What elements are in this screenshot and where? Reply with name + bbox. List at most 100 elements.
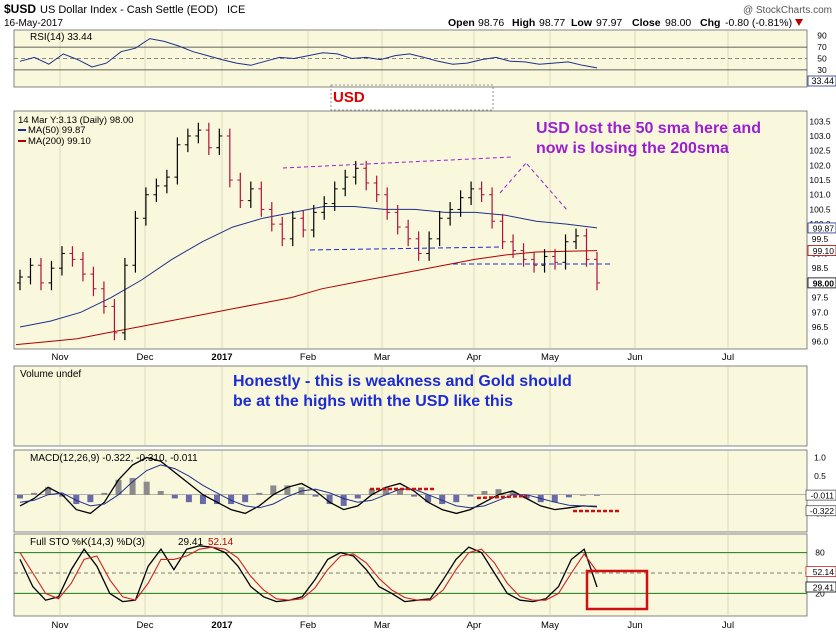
ma50-badge: [807, 222, 836, 234]
x-axis-label: May: [541, 352, 559, 363]
macd-histogram-bar: [284, 485, 291, 495]
sto-k-badge: [805, 581, 836, 593]
sto-label: Full STO %K(14,3) %D(3): [30, 537, 145, 548]
price-bar: [195, 122, 202, 144]
macd-histogram-bar: [199, 494, 206, 505]
price-bar: [174, 137, 181, 185]
ma-note-line1: USD lost the 50 sma here and: [536, 120, 761, 137]
price-bar: [79, 252, 86, 282]
x-axis-label: Dec: [137, 620, 154, 631]
price-bar: [58, 246, 65, 276]
macd-histogram-bar: [312, 494, 319, 497]
volume-label: Volume undef: [20, 369, 81, 380]
price-bar: [132, 210, 139, 273]
price-bar: [48, 260, 55, 291]
trendline-top: [282, 156, 513, 169]
macd-histogram-bar: [382, 487, 389, 495]
price-bar: [279, 216, 286, 247]
price-bar: [531, 252, 538, 273]
price-tick-label: 103.5: [809, 116, 831, 126]
sto-d-value: 52.14: [208, 537, 233, 548]
macd-histogram-bar: [509, 491, 516, 495]
price-bar: [342, 169, 349, 197]
x-axis-label: Mar: [374, 352, 390, 363]
price-bar: [520, 243, 527, 267]
exchange: ICE: [227, 4, 245, 16]
price-bar: [489, 187, 496, 229]
price-tick-label: 103.0: [809, 131, 831, 141]
price-bar: [415, 231, 422, 261]
honest-note-line1: Honestly - this is weakness and Gold sho…: [233, 373, 572, 390]
price-bar: [216, 128, 223, 156]
macd-histogram-bar: [481, 491, 488, 495]
macd-histogram-bar: [270, 485, 277, 495]
macd-tick-label: 1.0: [814, 452, 826, 462]
rsi-tick-label: 70: [817, 42, 827, 52]
rsi-tick-label: 50: [817, 54, 827, 64]
macd-histogram-bar: [594, 494, 600, 496]
price-bar: [90, 266, 97, 297]
price-bar: [226, 128, 233, 188]
macd-histogram-bar: [73, 494, 80, 505]
macd-histogram-bar: [354, 494, 361, 499]
ma50-line: [19, 206, 598, 328]
macd-histogram-bar: [101, 492, 108, 495]
macd-histogram-bar: [425, 494, 432, 503]
price-bar: [121, 257, 128, 341]
macd-tick-label: 0.5: [814, 471, 826, 481]
price-bar: [594, 252, 600, 291]
macd-histogram-bar: [453, 494, 460, 503]
macd-histogram-bar: [579, 494, 586, 496]
price-bar: [384, 187, 391, 220]
x-axis-label: Feb: [300, 620, 316, 631]
macd-histogram-bar: [439, 494, 446, 505]
sto-k-line: [19, 545, 598, 603]
price-bar: [258, 181, 265, 217]
sto-k-badge-text: 29.41: [813, 583, 835, 593]
ma200-badge: [807, 245, 836, 256]
macd-histogram-bar: [242, 494, 249, 503]
price-bar: [573, 228, 580, 250]
price-bar: [321, 196, 328, 220]
rsi-tick-label: 90: [817, 31, 827, 41]
macd-histogram-bar: [45, 487, 52, 495]
price-bar: [184, 128, 191, 153]
price-tick-label: 96.5: [812, 322, 829, 332]
price-bar: [426, 231, 433, 261]
macd-histogram-bar: [326, 494, 333, 505]
x-axis-label: Jun: [627, 620, 642, 631]
price-bar: [153, 178, 160, 203]
price-bar: [111, 299, 118, 341]
macd-histogram-bar: [129, 477, 136, 495]
price-bar: [69, 246, 76, 267]
close-badge-text: 98.00: [813, 278, 835, 288]
price-bar: [583, 228, 590, 267]
low-label: Low: [571, 17, 593, 29]
price-bar: [268, 202, 275, 232]
ma50-badge-text: 99.87: [813, 223, 835, 233]
price-bar: [552, 249, 559, 270]
price-bar: [17, 269, 23, 291]
price-bar: [405, 219, 412, 247]
price-bar: [163, 169, 170, 194]
close-label: Close: [632, 17, 661, 29]
price-bar: [363, 160, 370, 191]
price-bar: [541, 249, 548, 273]
price-bar: [300, 210, 307, 238]
price-tick-label: 101.5: [809, 175, 831, 185]
close-badge: [807, 277, 836, 289]
macd-hist-badge-text: -0.011: [811, 491, 835, 501]
x-axis-label: Jul: [722, 352, 734, 363]
ma50-legend: MA(50) 99.87: [28, 125, 86, 136]
price-bar: [310, 205, 317, 238]
macd-histogram-bar: [495, 489, 502, 495]
x-axis-label: May: [541, 620, 559, 631]
macd-line: [19, 456, 598, 515]
stochastic-highlight-box: [585, 569, 649, 611]
price-tick-label: 98.5: [812, 263, 829, 273]
price-bar: [447, 202, 454, 226]
stochastic-panel: [13, 533, 808, 617]
sto-d-line: [19, 546, 598, 601]
macd-histogram-bar: [551, 494, 558, 503]
sto-k-value: 29.41: [178, 537, 203, 548]
